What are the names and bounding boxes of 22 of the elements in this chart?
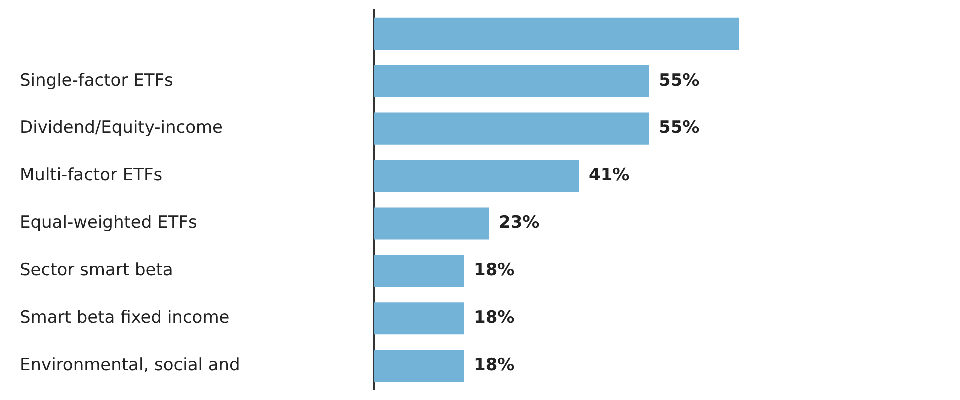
bar [374, 255, 464, 288]
bar [374, 160, 579, 192]
data-label: 18% [474, 355, 515, 376]
y-tick-label: Sector smart beta [20, 260, 174, 281]
y-tick-label: Environmental, social and [20, 355, 240, 376]
data-label: 18% [474, 260, 515, 281]
y-tick-label: Multi-factor ETFs [20, 166, 163, 186]
y-tick-label: Smart beta fixed income [20, 308, 230, 328]
bar [374, 302, 464, 335]
bar [374, 65, 649, 98]
data-label: 55% [659, 70, 700, 91]
bar [374, 112, 649, 145]
data-label: 18% [474, 308, 515, 328]
data-label: 41% [589, 166, 630, 186]
bar [374, 18, 739, 50]
data-label: 55% [659, 118, 700, 138]
y-tick-label: Dividend/Equity-income [20, 118, 223, 138]
data-label: 23% [499, 213, 540, 234]
y-tick-label: Equal-weighted ETFs [20, 213, 198, 234]
y-tick-label: Single-factor ETFs [20, 70, 174, 91]
bar [374, 350, 464, 382]
bar [374, 208, 489, 240]
